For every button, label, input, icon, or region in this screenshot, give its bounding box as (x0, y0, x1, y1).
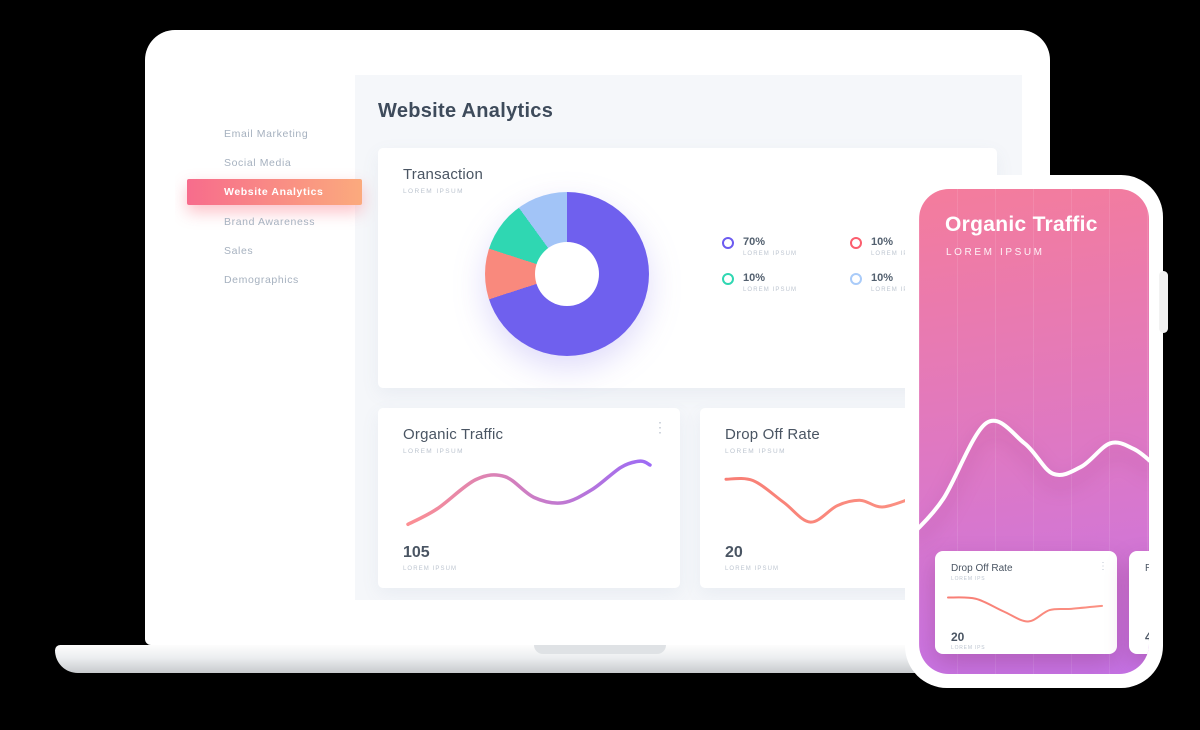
legend-label: LOREM IPSUM (743, 251, 798, 257)
organic-traffic-card: Organic Traffic LOREM IPSUM 105 (378, 408, 680, 588)
sidebar: Email Marketing Social Media Website Ana… (175, 75, 362, 600)
organic-card-subtitle: LOREM IPSUM (403, 448, 464, 455)
phone-dropoff-title: Drop Off Rate (951, 563, 1013, 574)
transaction-card-header: Transaction LOREM IPSUM (378, 148, 997, 195)
transaction-card-title: Transaction (403, 166, 484, 183)
legend-item-blue: 10% LOREM IPSUM (850, 272, 925, 293)
transaction-card: Transaction LOREM IPSUM 70% LOREM IPSUM (378, 148, 997, 388)
organic-card-header: Organic Traffic LOREM IPSUM (378, 408, 680, 455)
legend-marker-teal (722, 273, 734, 285)
phone-page-title: Organic Traffic (945, 213, 1098, 236)
dropoff-line-chart (726, 466, 918, 532)
legend-value: 10% (871, 272, 894, 284)
organic-metric: 105 LOREM IPSUM (403, 544, 457, 572)
sidebar-item-social-media[interactable]: Social Media (224, 156, 292, 169)
transaction-donut-chart (485, 192, 649, 356)
laptop-mockup: Email Marketing Social Media Website Ana… (145, 30, 1050, 645)
dropoff-card-subtitle: LOREM IPSUM (725, 448, 786, 455)
legend-marker-red (850, 237, 862, 249)
dropoff-card-header: Drop Off Rate LOREM IPSUM (700, 408, 997, 455)
sidebar-item-website-analytics[interactable]: Website Analytics (187, 179, 362, 205)
phone-second-card: R 4 (1129, 551, 1149, 654)
page-title: Website Analytics (378, 100, 554, 122)
legend-marker-blue (850, 273, 862, 285)
sidebar-item-brand-awareness[interactable]: Brand Awareness (224, 215, 316, 228)
phone-card-row: Drop Off Rate LOREM IPS 20 LOREM IPS (935, 551, 1149, 654)
transaction-card-subtitle: LOREM IPSUM (403, 188, 464, 195)
dropoff-card-title: Drop Off Rate (725, 426, 820, 443)
legend-label: LOREM IPSUM (871, 251, 926, 257)
phone-second-card-title: R (1145, 563, 1149, 574)
legend-marker-purple (722, 237, 734, 249)
legend-value: 70% (743, 236, 766, 248)
legend-item-purple: 70% LOREM IPSUM (722, 236, 850, 257)
phone-page-subtitle: LOREM IPSUM (946, 247, 1045, 258)
phone-side-button (1159, 271, 1168, 333)
dropoff-metric: 20 LOREM IPSUM (725, 544, 779, 572)
phone-dropoff-subtitle: LOREM IPS (951, 576, 986, 582)
dropoff-metric-value: 20 (725, 544, 743, 561)
sidebar-item-email-marketing[interactable]: Email Marketing (224, 127, 309, 140)
organic-traffic-line-chart (408, 455, 650, 532)
sidebar-item-sales[interactable]: Sales (224, 244, 254, 257)
phone-mockup: Organic Traffic LOREM IPSUM Drop Off Rat… (905, 175, 1168, 688)
dropoff-metric-label: LOREM IPSUM (725, 566, 780, 572)
phone-dropoff-mini-chart (948, 587, 1102, 629)
legend-item-red: 10% LOREM IPSUM (850, 236, 925, 257)
legend-label: LOREM IPSUM (871, 287, 926, 293)
kebab-menu-icon[interactable] (1098, 560, 1108, 574)
legend-label: LOREM IPSUM (743, 287, 798, 293)
phone-dropoff-card: Drop Off Rate LOREM IPS 20 LOREM IPS (935, 551, 1117, 654)
phone-screen: Organic Traffic LOREM IPSUM Drop Off Rat… (919, 189, 1149, 674)
dashboard-window: Email Marketing Social Media Website Ana… (175, 75, 1022, 600)
legend-value: 10% (743, 272, 766, 284)
phone-second-card-value: 4 (1145, 630, 1149, 644)
organic-metric-label: LOREM IPSUM (403, 566, 458, 572)
donut-legend: 70% LOREM IPSUM 10% LOREM IPSUM (722, 236, 925, 293)
kebab-menu-icon[interactable] (653, 420, 667, 434)
sidebar-item-demographics[interactable]: Demographics (224, 273, 299, 286)
phone-dropoff-value-label: LOREM IPS (951, 645, 986, 651)
legend-item-teal: 10% LOREM IPSUM (722, 272, 850, 293)
organic-card-title: Organic Traffic (403, 426, 504, 443)
organic-metric-value: 105 (403, 544, 430, 561)
legend-value: 10% (871, 236, 894, 248)
phone-organic-line-chart (919, 394, 1149, 539)
phone-dropoff-value: 20 (951, 630, 965, 644)
